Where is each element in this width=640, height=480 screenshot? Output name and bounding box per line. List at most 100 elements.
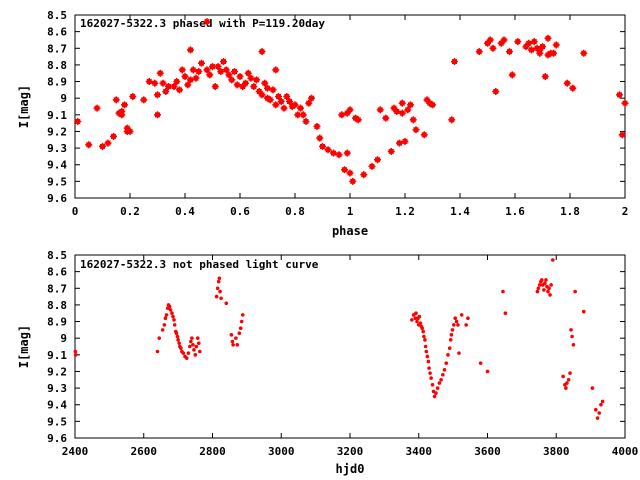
data-point <box>539 43 546 51</box>
data-point <box>374 156 381 164</box>
data-point <box>439 377 443 382</box>
data-point <box>184 81 192 89</box>
data-point <box>170 83 178 91</box>
data-point <box>164 313 169 317</box>
data-point <box>211 83 219 91</box>
data-point <box>427 366 431 370</box>
data-point <box>506 48 513 56</box>
data-point <box>291 101 299 109</box>
data-point <box>621 99 629 107</box>
data-point <box>446 353 450 357</box>
data-point <box>354 116 362 124</box>
data-point <box>454 319 459 324</box>
data-point <box>181 73 189 81</box>
plot-frame <box>74 254 626 439</box>
data-point <box>570 334 574 339</box>
data-point <box>573 289 577 294</box>
data-point <box>216 279 221 284</box>
data-point <box>190 336 194 340</box>
data-point <box>192 74 200 82</box>
data-point <box>145 78 153 86</box>
data-point <box>501 289 505 294</box>
y-tick-label: 8.7 <box>47 42 67 55</box>
data-point <box>196 341 201 345</box>
unphased-light-curve-panel: 2400 2600 2800 3000 3200 3400 3600 3800 4000 8.5 8… <box>17 249 638 476</box>
data-point <box>537 283 542 287</box>
data-point <box>478 361 483 365</box>
data-point <box>430 382 435 387</box>
x-axis-label: hjd0 <box>336 462 365 476</box>
data-point <box>486 36 494 44</box>
y-tick-label: 9.5 <box>47 415 67 428</box>
data-point <box>503 311 508 316</box>
data-point <box>170 311 174 316</box>
x-tick-label: 2 <box>622 205 629 218</box>
data-point <box>272 101 280 109</box>
x-tick-label: 1.2 <box>395 205 415 218</box>
data-point <box>194 344 199 349</box>
y-tick-label: 8.6 <box>47 266 67 279</box>
data-point <box>238 326 243 331</box>
data-point <box>448 116 456 124</box>
data-point <box>235 343 240 347</box>
data-point <box>449 333 454 337</box>
data-point <box>368 162 376 170</box>
y-tick-label: 9.4 <box>47 159 67 172</box>
data-point <box>441 372 445 377</box>
data-point <box>277 98 285 106</box>
data-point <box>218 289 222 294</box>
data-point <box>387 147 395 155</box>
data-point <box>437 381 442 385</box>
data-point <box>346 106 354 114</box>
y-tick-label: 9.3 <box>47 382 67 395</box>
data-point <box>475 48 483 56</box>
data-point <box>550 49 557 57</box>
data-point <box>261 79 269 87</box>
data-point <box>193 353 198 357</box>
data-point <box>242 79 249 87</box>
data-point <box>203 18 211 26</box>
data-point <box>429 101 436 109</box>
data-point <box>104 139 112 147</box>
data-point <box>191 343 195 347</box>
data-point <box>313 122 321 130</box>
data-point <box>525 39 533 47</box>
data-point <box>240 313 245 317</box>
data-point <box>540 278 544 282</box>
data-point <box>543 281 547 286</box>
data-point <box>173 78 181 86</box>
data-point <box>338 111 346 119</box>
data-point <box>308 94 315 102</box>
data-point <box>548 293 552 297</box>
x-tick-label: 0 <box>72 205 79 218</box>
data-point <box>528 46 535 54</box>
data-point <box>453 316 457 321</box>
data-point <box>112 96 120 104</box>
data-point <box>244 69 252 77</box>
data-point <box>595 416 600 420</box>
data-point <box>508 71 516 79</box>
data-point <box>349 177 357 185</box>
data-point <box>215 286 220 291</box>
data-point <box>590 386 595 390</box>
data-point <box>421 329 426 334</box>
data-point <box>335 151 343 159</box>
data-point <box>266 96 274 104</box>
data-point <box>412 126 420 134</box>
data-point <box>599 402 603 407</box>
data-point <box>160 328 165 332</box>
data-point <box>415 319 419 324</box>
x-tick-label: 3400 <box>406 445 433 458</box>
y-tick-label: 9.4 <box>47 399 67 412</box>
data-point <box>500 36 508 44</box>
data-point <box>99 142 106 150</box>
y-tick-label: 9.1 <box>47 349 67 362</box>
data-point <box>551 258 555 262</box>
data-point <box>159 79 167 87</box>
data-point <box>258 48 266 56</box>
data-point <box>407 101 414 109</box>
data-point <box>297 104 304 112</box>
data-point <box>536 286 541 291</box>
data-point <box>156 69 164 77</box>
data-point <box>231 68 238 76</box>
